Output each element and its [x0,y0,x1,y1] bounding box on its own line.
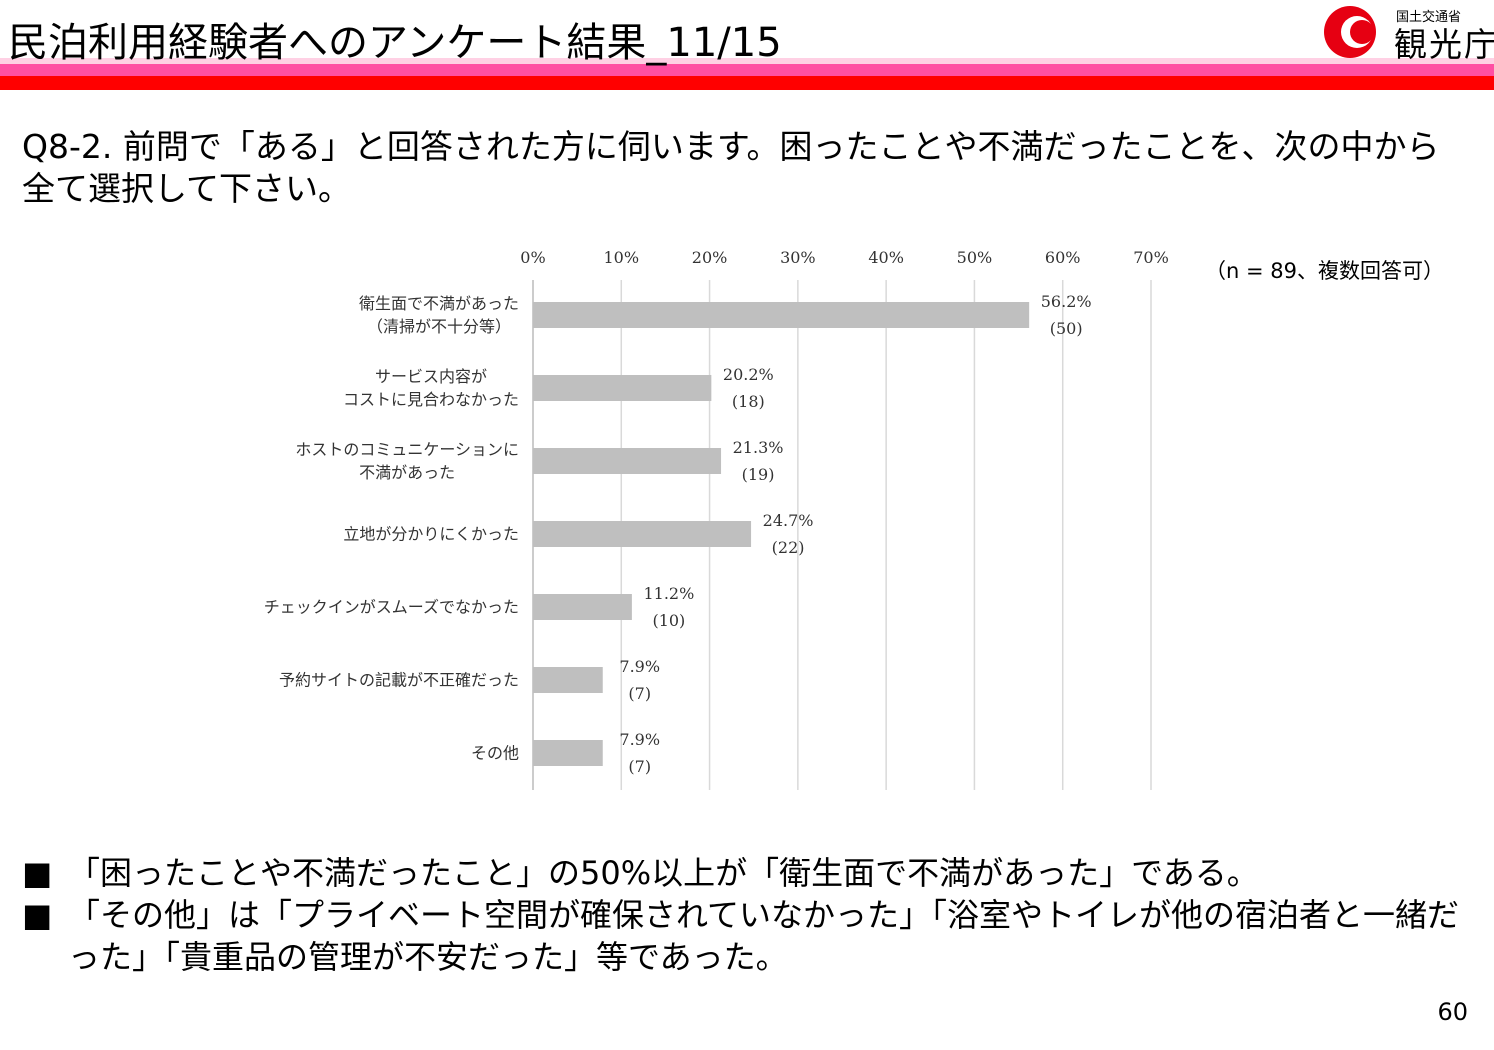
bar [533,667,603,693]
question: Q8-2. 前問で「ある」と回答された方に伺います。困ったことや不満だったことを… [22,127,1440,208]
category-label: その他 [470,743,519,763]
value-label: 24.7% [763,511,814,530]
logo-mark [1350,20,1374,44]
bar [533,302,1030,328]
logo-agency: 観光庁 [1394,25,1494,64]
bar [533,375,712,401]
value-label: 7.9% [619,730,660,749]
logo-ministry: 国土交通省 [1396,10,1462,25]
x-tick-label: 10% [604,248,640,267]
chart-note: （n = 89、複数回答可） [1205,259,1444,283]
header-stripe [0,64,1494,76]
category-label: サービス内容が コストに見合わなかった [342,367,519,409]
header-stripe [0,58,1494,64]
count-label: (22) [772,538,805,557]
value-label: 56.2% [1041,292,1092,311]
count-label: (10) [652,611,685,630]
x-tick-label: 50% [957,248,993,267]
count-label: (19) [742,465,775,484]
bullet: 「困ったことや不満だったこと」の50%以上が「衛生面で不満があった」である。 [22,852,1462,894]
category-label: チェックインがスムーズでなかった [263,597,519,617]
value-label: 21.3% [733,438,784,457]
value-label: 11.2% [643,584,694,603]
category-label: 立地が分かりにくかった [343,524,519,544]
x-tick-label: 20% [692,248,728,267]
page-number: 60 [1437,998,1468,1026]
category-label: 衛生面で不満があった （清掃が不十分等） [358,294,519,336]
count-label: (18) [732,392,765,411]
value-label: 7.9% [619,657,660,676]
x-tick-label: 60% [1045,248,1081,267]
bar [533,521,752,547]
category-label: ホストのコミュニケーションに 不満があった [295,440,519,482]
count-label: (50) [1050,319,1083,338]
bullet-list: 「困ったことや不満だったこと」の50%以上が「衛生面で不満があった」である。 「… [22,852,1462,978]
bar [533,594,632,620]
count-label: (7) [628,684,651,703]
x-tick-label: 70% [1133,248,1169,267]
x-tick-label: 30% [780,248,816,267]
count-label: (7) [628,757,651,776]
bullet: 「その他」は「プライベート空間が確保されていなかった」「浴室やトイレが他の宿泊者… [22,894,1462,978]
title: 民泊利用経験者へのアンケート結果_11/15 [8,20,782,66]
value-label: 20.2% [723,365,774,384]
header-stripe [0,76,1494,90]
x-tick-label: 0% [520,248,545,267]
x-tick-label: 40% [868,248,904,267]
category-label: 予約サイトの記載が不正確だった [278,670,519,690]
bar [533,740,603,766]
bar [533,448,722,474]
